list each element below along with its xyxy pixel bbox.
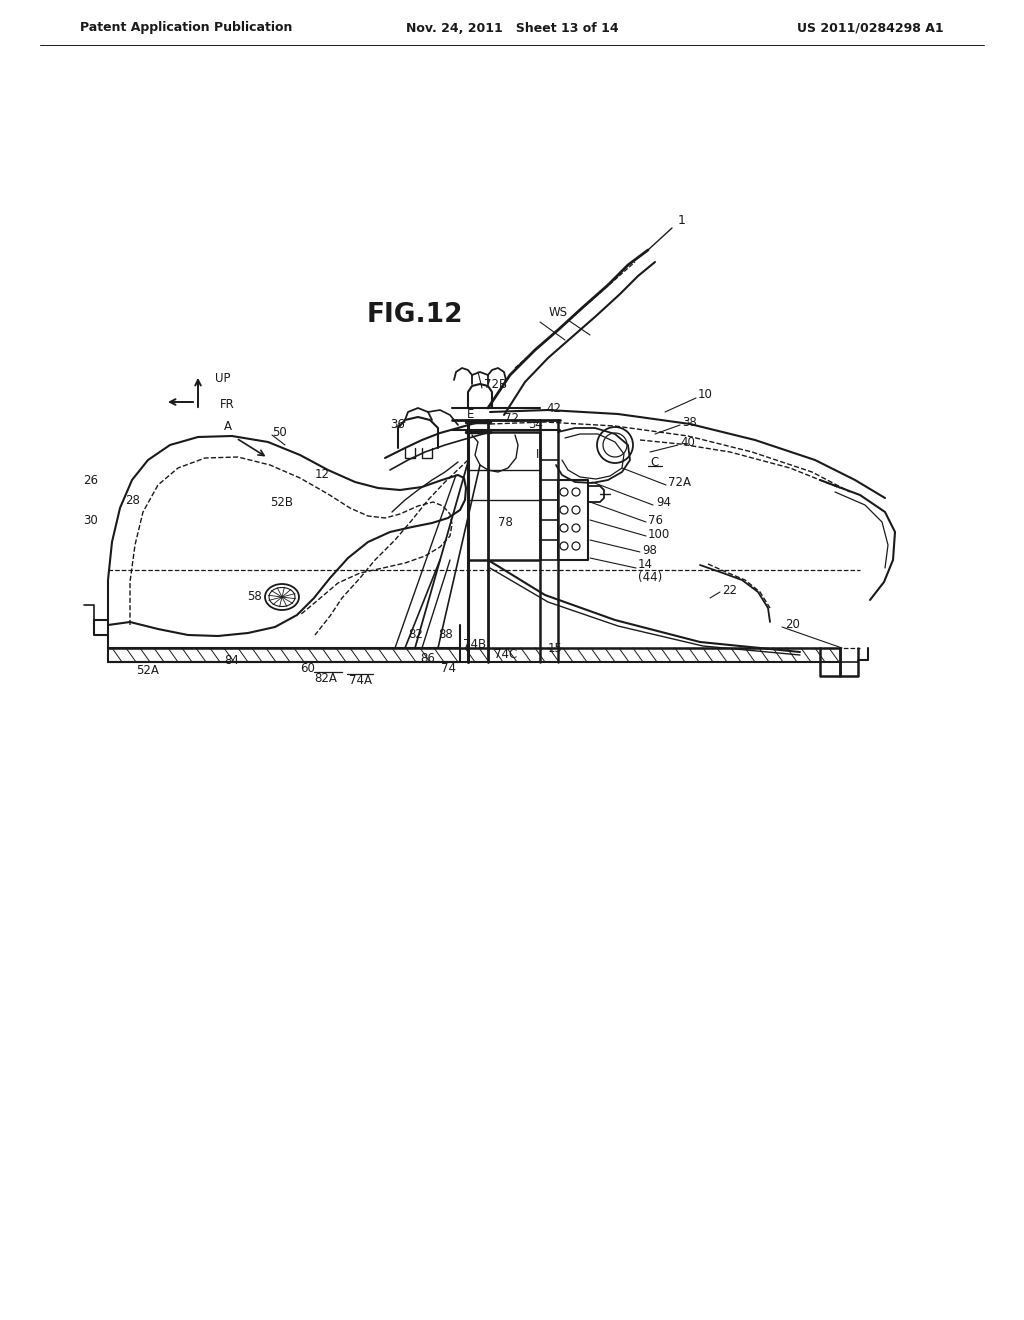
Text: 1: 1 bbox=[678, 214, 686, 227]
Text: Patent Application Publication: Patent Application Publication bbox=[80, 21, 293, 34]
Text: 74A: 74A bbox=[348, 673, 372, 686]
Text: 72A: 72A bbox=[668, 475, 691, 488]
Text: 72: 72 bbox=[504, 412, 519, 425]
Text: 86: 86 bbox=[421, 652, 435, 664]
Text: 58: 58 bbox=[247, 590, 262, 603]
Text: WS: WS bbox=[549, 305, 567, 318]
Text: Nov. 24, 2011   Sheet 13 of 14: Nov. 24, 2011 Sheet 13 of 14 bbox=[406, 21, 618, 34]
Text: 38: 38 bbox=[682, 416, 696, 429]
Text: 94: 94 bbox=[656, 495, 671, 508]
Text: 82: 82 bbox=[409, 628, 424, 642]
Text: 82A: 82A bbox=[314, 672, 338, 685]
Text: 50: 50 bbox=[272, 425, 287, 438]
Text: 84: 84 bbox=[224, 653, 240, 667]
Text: 10: 10 bbox=[698, 388, 713, 401]
Text: 22: 22 bbox=[722, 583, 737, 597]
Text: 60: 60 bbox=[301, 661, 315, 675]
Text: 98: 98 bbox=[642, 544, 656, 557]
Text: E: E bbox=[467, 408, 474, 421]
Text: 26: 26 bbox=[83, 474, 98, 487]
Text: 42: 42 bbox=[546, 401, 561, 414]
Text: UP: UP bbox=[215, 371, 230, 384]
Text: 78: 78 bbox=[498, 516, 512, 528]
Text: 14: 14 bbox=[638, 558, 653, 572]
Text: 52A: 52A bbox=[136, 664, 160, 676]
Text: 12: 12 bbox=[314, 469, 330, 482]
Text: 100: 100 bbox=[648, 528, 671, 540]
Text: FIG.12: FIG.12 bbox=[367, 302, 463, 327]
Text: 72B: 72B bbox=[484, 379, 507, 392]
Text: 40: 40 bbox=[680, 436, 695, 449]
Text: 20: 20 bbox=[785, 619, 800, 631]
Text: 34: 34 bbox=[528, 418, 543, 432]
Text: 74C: 74C bbox=[495, 648, 517, 661]
Text: US 2011/0284298 A1: US 2011/0284298 A1 bbox=[798, 21, 944, 34]
Text: 74: 74 bbox=[440, 661, 456, 675]
Text: FR: FR bbox=[220, 399, 234, 412]
Text: (44): (44) bbox=[638, 572, 663, 585]
Text: 30: 30 bbox=[83, 513, 98, 527]
Text: 36: 36 bbox=[390, 418, 406, 432]
Text: 76: 76 bbox=[648, 513, 663, 527]
Text: 15: 15 bbox=[548, 642, 562, 655]
Text: C: C bbox=[650, 455, 658, 469]
Text: 52B: 52B bbox=[270, 495, 294, 508]
Text: 88: 88 bbox=[438, 628, 454, 642]
Text: I: I bbox=[537, 449, 540, 462]
Text: A: A bbox=[224, 421, 232, 433]
Text: 74B: 74B bbox=[464, 639, 486, 652]
Text: 28: 28 bbox=[125, 494, 140, 507]
